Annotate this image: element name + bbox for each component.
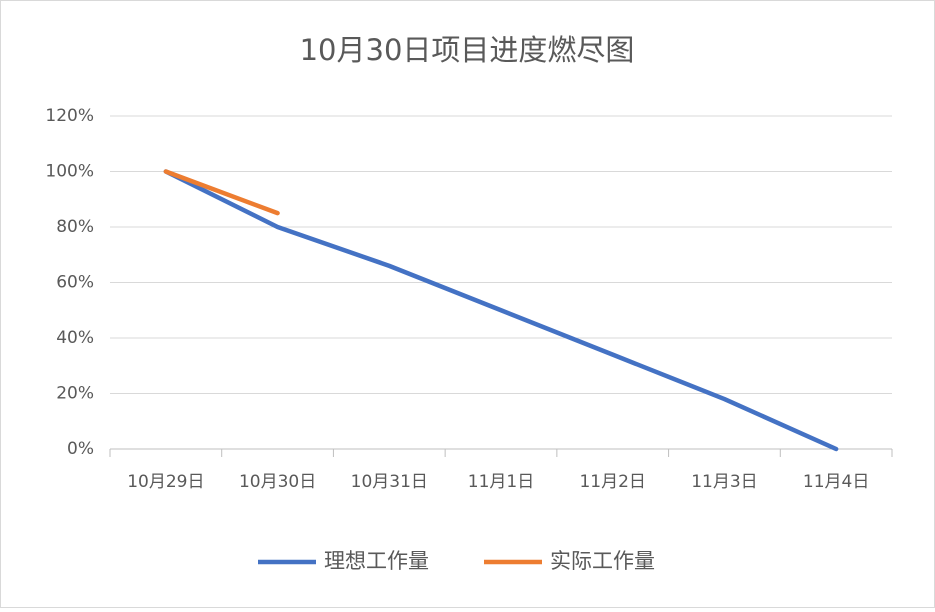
legend-label: 理想工作量 [324, 549, 429, 573]
y-tick-label: 80% [56, 217, 94, 237]
y-tick-label: 120% [45, 106, 94, 126]
x-tick-label: 11月1日 [468, 472, 534, 492]
series-line [163, 169, 839, 452]
series-line [163, 169, 280, 216]
x-tick-label: 10月31日 [351, 472, 428, 492]
chart-title: 10月30日项目进度燃尽图 [300, 33, 635, 67]
x-tick-label: 11月4日 [803, 472, 869, 492]
legend-label: 实际工作量 [550, 549, 655, 573]
x-tick-label: 11月2日 [579, 472, 645, 492]
x-tick-label: 10月30日 [239, 472, 316, 492]
y-tick-label: 40% [56, 328, 94, 348]
y-tick-label: 60% [56, 273, 94, 293]
y-tick-label: 0% [67, 439, 94, 459]
x-tick-label: 10月29日 [127, 472, 204, 492]
y-tick-label: 20% [56, 384, 94, 404]
x-tick-label: 11月3日 [691, 472, 757, 492]
y-tick-label: 100% [45, 162, 94, 182]
